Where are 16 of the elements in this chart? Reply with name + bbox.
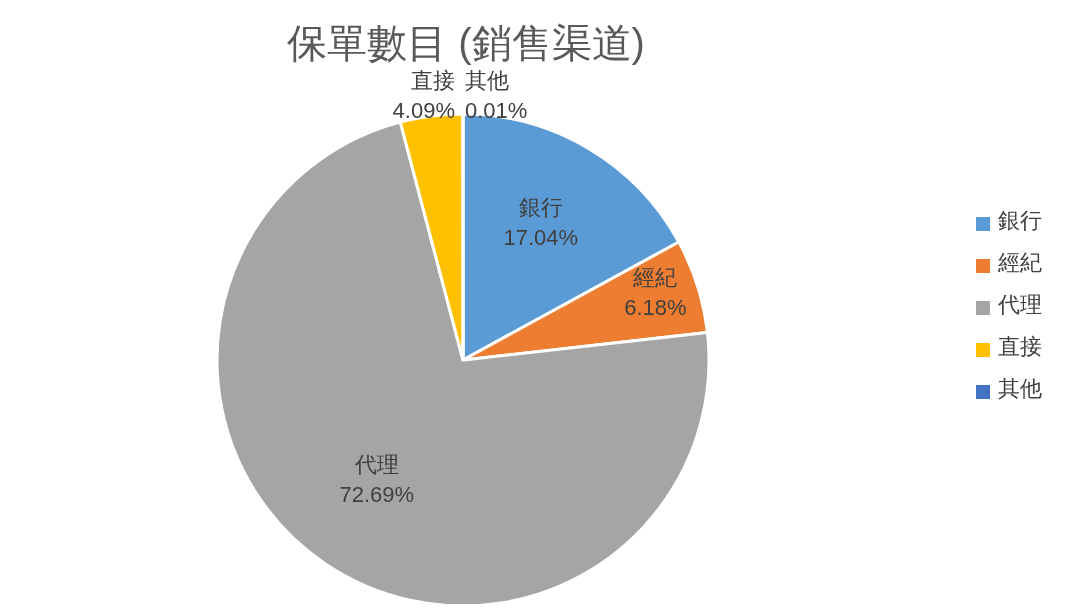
data-label: 0.01%	[465, 98, 528, 123]
data-label: 6.18%	[624, 295, 687, 321]
legend-label: 直接	[998, 334, 1042, 359]
chart-title: 保單數目 (銷售渠道)	[287, 21, 645, 65]
data-label: 17.04%	[503, 224, 579, 250]
data-label: 4.09%	[392, 98, 455, 123]
legend-label: 其他	[998, 376, 1042, 401]
legend-label: 代理	[998, 292, 1042, 317]
slice-label: 其他	[465, 68, 509, 93]
legend-label: 經紀	[998, 250, 1042, 275]
slice-label: 直接	[411, 68, 455, 93]
data-label: 72.69%	[339, 481, 415, 507]
slice-label: 銀行	[518, 194, 563, 220]
slice-label: 代理	[353, 451, 399, 477]
slice-label: 經紀	[632, 265, 678, 291]
legend-label: 銀行	[998, 208, 1042, 233]
